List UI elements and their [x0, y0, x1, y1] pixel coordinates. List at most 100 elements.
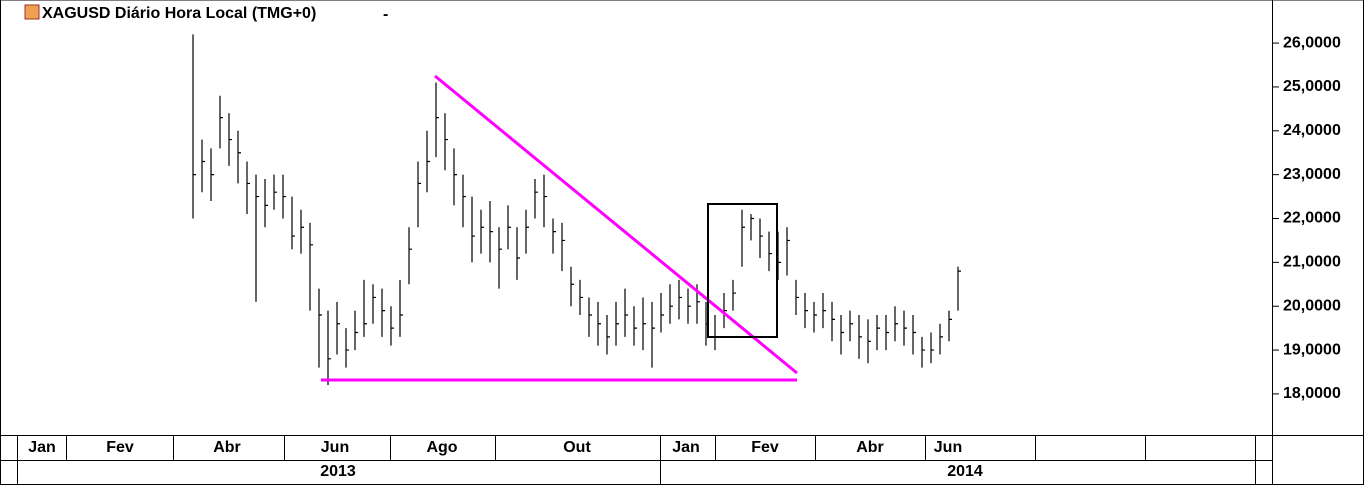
y-tick-label: 25,0000 — [1283, 78, 1341, 95]
ohlc-bar — [570, 266, 574, 307]
month-label: Jun — [934, 439, 962, 456]
ohlc-bar — [912, 314, 916, 355]
month-label: Out — [563, 439, 591, 456]
ohlc-bar — [588, 297, 592, 337]
trend-line — [434, 74, 798, 375]
ohlc-bar — [210, 148, 214, 201]
ohlc-bar — [390, 306, 394, 346]
ohlc-bar — [246, 161, 250, 215]
ohlc-bar — [714, 314, 718, 351]
y-tick-label: 21,0000 — [1283, 254, 1341, 271]
ohlc-bar — [291, 196, 295, 250]
ohlc-bar — [552, 218, 556, 254]
ohlc-bar — [327, 310, 331, 386]
y-tick-label: 24,0000 — [1283, 122, 1341, 139]
ohlc-bar — [462, 174, 466, 228]
ohlc-bar — [444, 113, 448, 171]
y-tick-label: 18,0000 — [1283, 385, 1341, 402]
ohlc-bar — [660, 293, 664, 333]
ohlc-bar — [417, 161, 421, 228]
ohlc-bar — [876, 314, 880, 351]
ohlc-bar — [759, 218, 763, 258]
ohlc-bar — [354, 310, 358, 351]
ohlc-bar — [579, 279, 583, 315]
ohlc-bar — [255, 174, 259, 302]
ohlc-bar — [345, 328, 349, 368]
ohlc-bar — [732, 279, 736, 311]
ohlc-bar — [786, 227, 790, 276]
ohlc-bar — [921, 336, 925, 368]
ohlc-bar — [426, 130, 430, 193]
year-label: 2014 — [947, 463, 983, 480]
ohlc-bar — [795, 279, 799, 315]
ohlc-bar — [534, 179, 538, 219]
ohlc-bar — [678, 279, 682, 320]
ohlc-bar — [543, 174, 547, 228]
ohlc-bar — [453, 148, 457, 206]
ohlc-bar — [264, 179, 268, 228]
ohlc-bar — [867, 319, 871, 364]
ohlc-bar — [192, 34, 196, 219]
y-tick-label: 20,0000 — [1283, 297, 1341, 314]
ohlc-bar — [948, 310, 952, 342]
ohlc-bar — [687, 288, 691, 324]
ohlc-bar — [858, 314, 862, 359]
ohlc-bar — [525, 209, 529, 254]
ohlc-bar — [309, 222, 313, 311]
ohlc-bar — [777, 231, 781, 280]
ohlc-bar — [768, 231, 772, 272]
ohlc-bar — [516, 227, 520, 280]
month-label: Abr — [213, 439, 241, 456]
y-tick-label: 26,0000 — [1283, 34, 1341, 51]
ohlc-bar — [831, 301, 835, 342]
ohlc-bar — [615, 301, 619, 346]
ohlc-bar — [489, 200, 493, 263]
ohlc-bar — [903, 310, 907, 346]
ohlc-bar — [930, 332, 934, 364]
y-tick-label: 23,0000 — [1283, 166, 1341, 183]
ohlc-bar — [561, 222, 565, 272]
ohlc-bar — [507, 205, 511, 250]
title-menu[interactable]: - — [383, 6, 388, 23]
ohlc-bar — [498, 227, 502, 289]
highlight-box — [707, 203, 778, 338]
year-label: 2013 — [320, 463, 356, 480]
ohlc-bar — [822, 293, 826, 329]
month-label: Fev — [106, 439, 134, 456]
symbol-icon — [24, 4, 40, 20]
ohlc-bar — [597, 301, 601, 346]
ohlc-bar — [399, 279, 403, 337]
ohlc-bar — [282, 174, 286, 219]
month-label: Ago — [426, 439, 457, 456]
month-label: Jun — [321, 439, 349, 456]
ohlc-bar — [471, 196, 475, 263]
ohlc-bar — [894, 306, 898, 342]
ohlc-bar — [228, 113, 232, 166]
ohlc-bar — [633, 306, 637, 346]
ohlc-bar — [813, 301, 817, 333]
ohlc-bar — [669, 284, 673, 324]
y-tick-label: 22,0000 — [1283, 210, 1341, 227]
ohlc-bar — [723, 293, 727, 329]
ohlc-bar — [957, 266, 961, 311]
price-bars — [192, 34, 961, 386]
chart-title: XAGUSD Diário Hora Local (TMG+0) — [42, 5, 316, 22]
month-label: Fev — [751, 439, 779, 456]
ohlc-bar — [750, 214, 754, 241]
ohlc-bar — [201, 139, 205, 193]
ohlc-bar — [300, 209, 304, 254]
ohlc-bar — [939, 323, 943, 355]
ohlc-bar — [408, 227, 412, 285]
y-tick-label: 19,0000 — [1283, 341, 1341, 358]
month-label: Jan — [672, 439, 700, 456]
ohlc-bar — [885, 314, 889, 351]
ohlc-bar — [804, 293, 808, 329]
ohlc-bar — [336, 301, 340, 355]
ohlc-bar — [606, 314, 610, 355]
ohlc-bar — [642, 297, 646, 351]
month-label: Abr — [856, 439, 884, 456]
ohlc-bar — [840, 314, 844, 355]
ohlc-bar — [273, 174, 277, 210]
